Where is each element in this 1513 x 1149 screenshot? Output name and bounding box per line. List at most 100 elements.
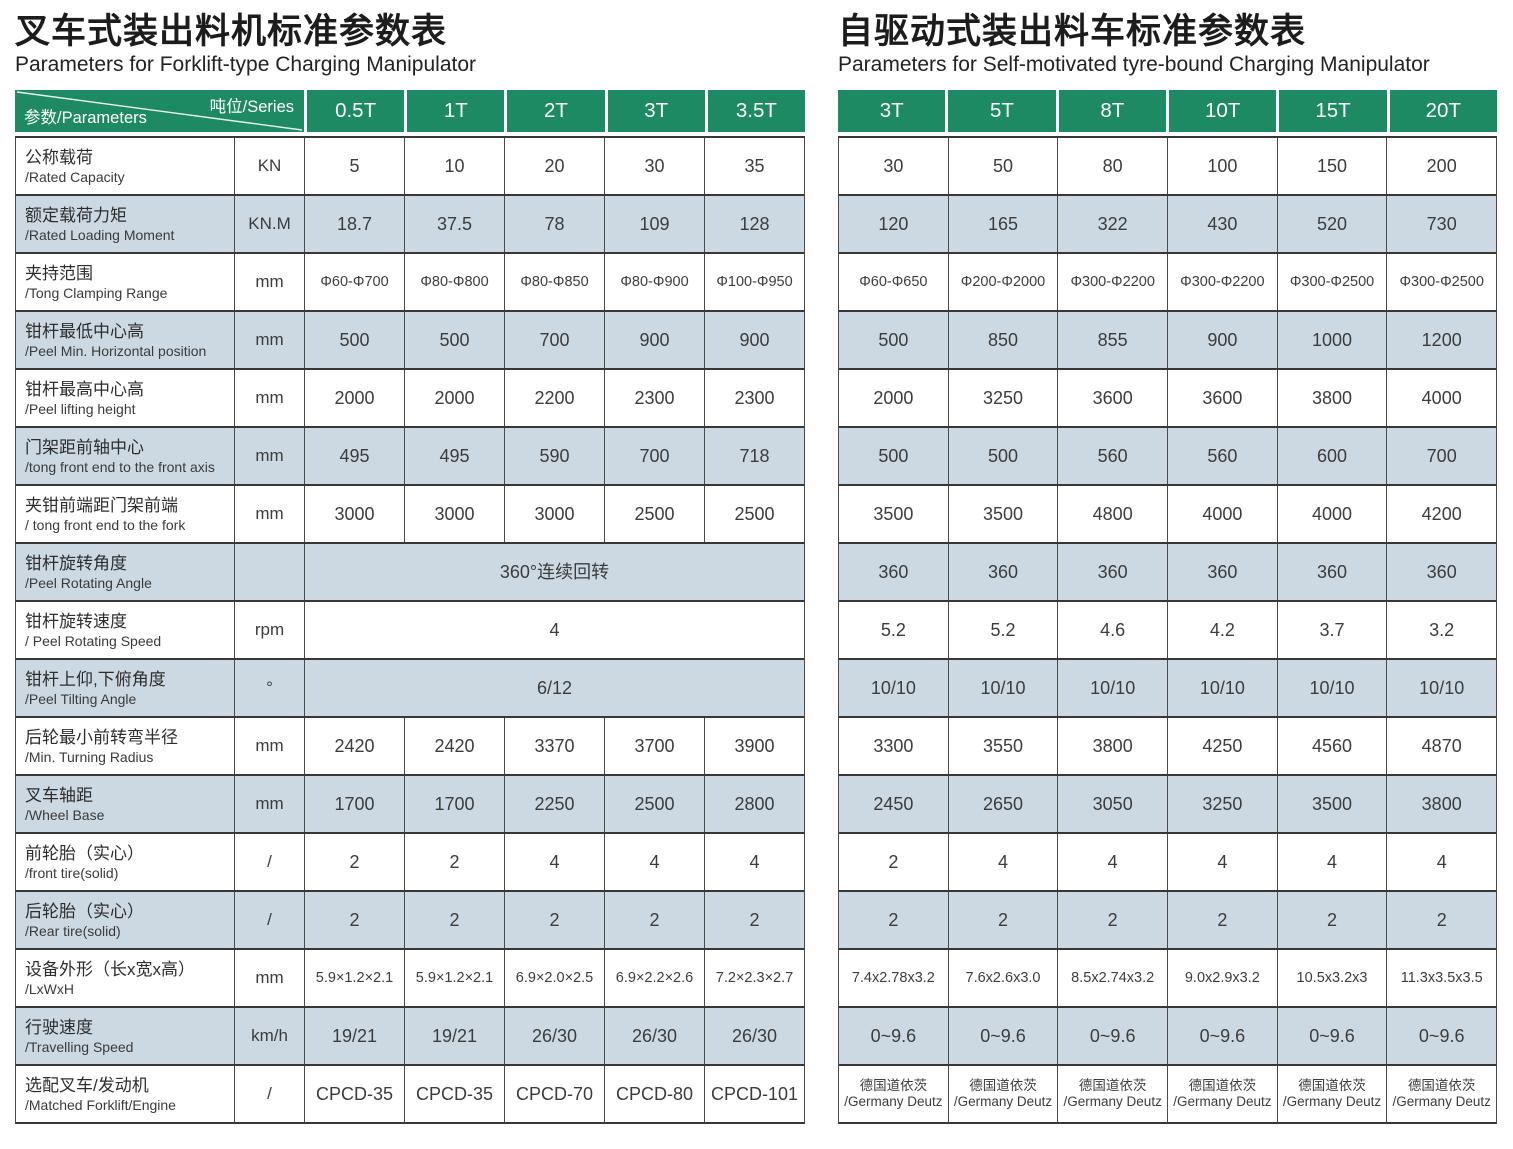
table-row: 德国道依茨 /Germany Deutz 德国道依茨 /Germany Deutz… bbox=[838, 1066, 1497, 1125]
value-cell: 3500 bbox=[839, 486, 949, 543]
value-cell: 360 bbox=[1278, 544, 1388, 601]
table-row: Φ60-Φ650 Φ200-Φ2000 Φ300-Φ2200 Φ300-Φ2200 Φ3… bbox=[838, 254, 1497, 313]
column-header: 8T bbox=[1055, 90, 1166, 133]
value-cell: Φ300-Φ2500 bbox=[1399, 273, 1484, 290]
value-cell: 2 bbox=[949, 892, 1059, 949]
value-cell: 3700 bbox=[605, 718, 705, 775]
table-row: 钳杆旋转角度/Peel Rotating Angle 360°连续回转 bbox=[15, 544, 805, 603]
value-cell: 4 bbox=[749, 851, 760, 872]
param-name-zh: 公称载荷 bbox=[25, 147, 93, 167]
value-cell: 2 bbox=[839, 892, 949, 949]
param-name-en: /Rear tire(solid) bbox=[25, 922, 121, 939]
value-cell: 2 bbox=[1168, 892, 1278, 949]
unit-cell: mm bbox=[235, 254, 305, 311]
value-cell: 2 bbox=[1436, 909, 1447, 930]
value-cell: 4 bbox=[1168, 834, 1278, 891]
parameters-corner-label: 参数/Parameters bbox=[24, 109, 147, 128]
value-cell: 0~9.6 bbox=[1418, 1025, 1465, 1046]
param-label-cell: 钳杆最低中心高/Peel Min. Horizontal position bbox=[16, 312, 235, 369]
value-cell: 26/30 bbox=[505, 1008, 605, 1065]
param-name-zh: 选配叉车/发动机 bbox=[25, 1075, 149, 1095]
column-header: 15T bbox=[1276, 90, 1387, 133]
value-cell: 8.5x2.74x3.2 bbox=[1058, 950, 1169, 1007]
value-cell: 2800 bbox=[734, 793, 775, 814]
table-row: 门架距前轴中心/tong front end to the front axis… bbox=[15, 428, 805, 487]
value-cell: 80 bbox=[1058, 138, 1169, 195]
column-header: 3T bbox=[838, 90, 946, 133]
param-label-cell: 钳杆旋转速度 / Peel Rotating Speed bbox=[16, 602, 235, 659]
value-cell: 2300 bbox=[605, 370, 705, 427]
value-cell: 3000 bbox=[505, 486, 605, 543]
value-cell: Φ80-Φ800 bbox=[405, 254, 505, 311]
param-label-cell: 夹钳前端距门架前端 / tong front end to the fork bbox=[16, 486, 235, 543]
unit-cell: / bbox=[235, 1066, 305, 1123]
value-cell: 9.0x2.9x3.2 bbox=[1168, 950, 1278, 1007]
value-cell: CPCD-80 bbox=[605, 1066, 705, 1123]
value-cell: 1700 bbox=[305, 776, 405, 833]
table-row: 钳杆上仰,下俯角度/Peel Tilting Angle ° 6/12 bbox=[15, 660, 805, 719]
column-header: 5T bbox=[945, 90, 1056, 133]
value-cell: 520 bbox=[1278, 196, 1388, 253]
table-row: 叉车轴距/Wheel Base mm 1700 1700 2250 2500 2800 bbox=[15, 776, 805, 835]
value-cell: 322 bbox=[1058, 196, 1169, 253]
value-cell: 560 bbox=[1168, 428, 1278, 485]
value-cell: 4250 bbox=[1168, 718, 1278, 775]
value-cell: 2500 bbox=[734, 503, 775, 524]
left-table-header: 吨位/Series 参数/Parameters 0.5T 1T 2T 3T 3.5T bbox=[15, 90, 806, 133]
value-cell: 6.9×2.2×2.6 bbox=[605, 950, 705, 1007]
value-cell: 700 bbox=[505, 312, 605, 369]
unit-cell: mm bbox=[235, 718, 305, 775]
value-cell: 165 bbox=[949, 196, 1059, 253]
value-cell: 3500 bbox=[949, 486, 1059, 543]
table-row: 7.4x2.78x3.2 7.6x2.6x3.0 8.5x2.74x3.2 9.0x2… bbox=[838, 950, 1497, 1009]
column-header: 0.5T bbox=[304, 90, 405, 133]
table-row: 额定载荷力矩/Rated Loading Moment KN.M 18.7 37.5 7… bbox=[15, 196, 805, 255]
unit-cell: mm bbox=[235, 428, 305, 485]
param-name-en: / Peel Rotating Speed bbox=[25, 632, 162, 649]
value-cell: 600 bbox=[1278, 428, 1388, 485]
table-row: 选配叉车/发动机/Matched Forklift/Engine / CPCD-35… bbox=[15, 1066, 805, 1125]
param-name-zh: 行驶速度 bbox=[25, 1017, 93, 1037]
value-cell: 360 bbox=[839, 544, 949, 601]
value-cell: 30 bbox=[839, 138, 949, 195]
value-cell: 120 bbox=[839, 196, 949, 253]
param-name-zh: 设备外形（长x宽x高） bbox=[25, 959, 195, 979]
value-cell: 2420 bbox=[305, 718, 405, 775]
value-cell: 78 bbox=[505, 196, 605, 253]
value-cell: 5 bbox=[305, 138, 405, 195]
value-cell: 2 bbox=[405, 892, 505, 949]
table-row: 后轮胎（实心）/Rear tire(solid)/2 2 2 2 2 bbox=[15, 892, 805, 951]
value-cell: 560 bbox=[1058, 428, 1169, 485]
right-table-title-en: Parameters for Self-motivated tyre-bound… bbox=[838, 53, 1430, 77]
param-label-cell: 后轮最小前转弯半径/Min. Turning Radius bbox=[16, 718, 235, 775]
value-cell: 4870 bbox=[1421, 735, 1462, 756]
column-header: 1T bbox=[404, 90, 505, 133]
param-name-en: /front tire(solid) bbox=[25, 864, 119, 881]
param-name-en: /Rated Capacity bbox=[25, 168, 125, 185]
value-cell: 2420 bbox=[405, 718, 505, 775]
param-label-cell: 后轮胎（实心）/Rear tire(solid) bbox=[16, 892, 235, 949]
param-name-zh: 门架距前轴中心 bbox=[25, 437, 144, 457]
value-cell: 128 bbox=[739, 213, 770, 234]
value-cell: 3300 bbox=[839, 718, 949, 775]
value-cell: 26/30 bbox=[605, 1008, 705, 1065]
table-row: 10/10 10/10 10/10 10/10 10/10 10/10 bbox=[838, 660, 1497, 719]
value-cell: 0~9.6 bbox=[1278, 1008, 1388, 1065]
param-name-zh: 叉车轴距 bbox=[25, 785, 93, 805]
value-cell: 3370 bbox=[505, 718, 605, 775]
value-cell: 3600 bbox=[1058, 370, 1169, 427]
table-row: 后轮最小前转弯半径/Min. Turning Radius mm 2420 2420 3… bbox=[15, 718, 805, 777]
value-cell: 4 bbox=[949, 834, 1059, 891]
value-cell: 500 bbox=[839, 312, 949, 369]
value-cell: 360 bbox=[1168, 544, 1278, 601]
value-cell: 德国道依茨 /Germany Deutz bbox=[1278, 1066, 1388, 1123]
param-name-en: /Tong Clamping Range bbox=[25, 284, 168, 301]
unit-cell: rpm bbox=[235, 602, 305, 659]
param-label-cell: 门架距前轴中心/tong front end to the front axis bbox=[16, 428, 235, 485]
value-cell: 900 bbox=[739, 329, 770, 350]
table-row: 夹持范围/Tong Clamping Range mm Φ60-Φ700 Φ80-Φ8… bbox=[15, 254, 805, 313]
param-label-cell: 设备外形（长x宽x高）/LxWxH bbox=[16, 950, 235, 1007]
value-cell: 850 bbox=[949, 312, 1059, 369]
